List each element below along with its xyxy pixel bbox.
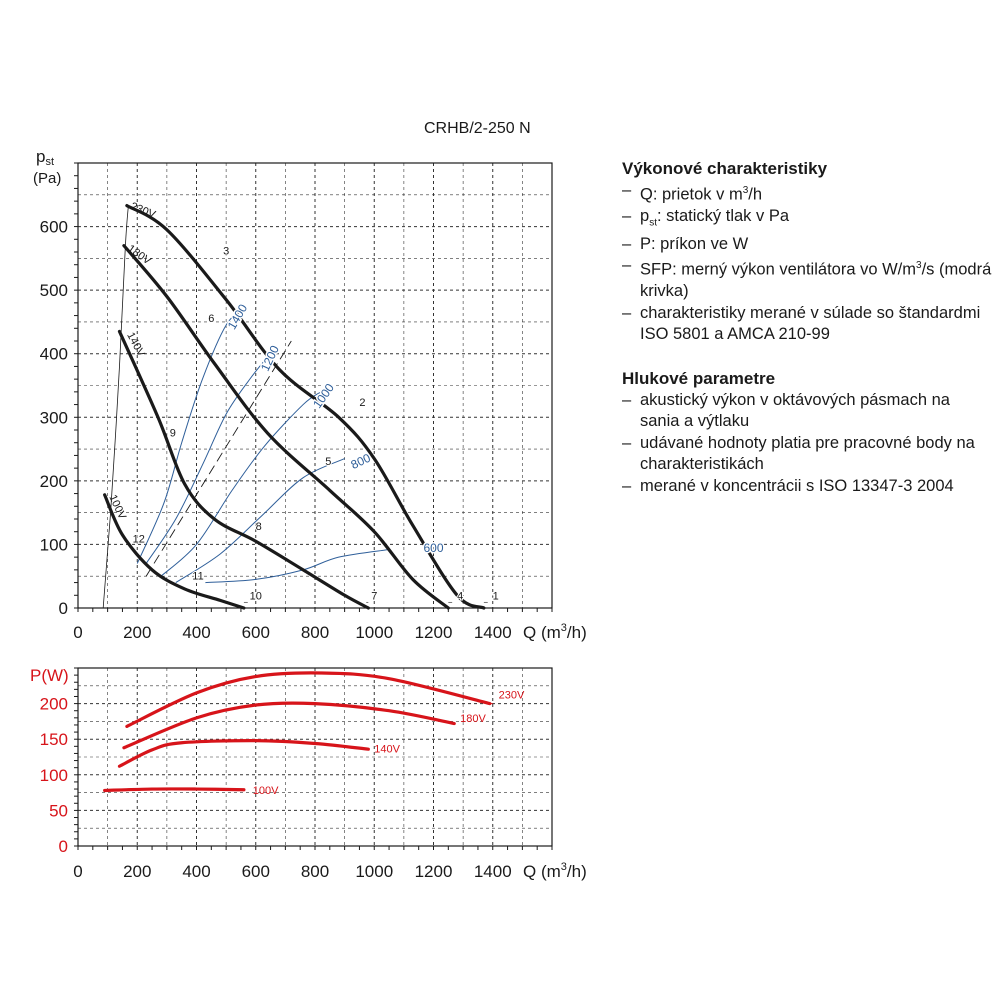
y-tick-label: 200 [40, 695, 68, 714]
operating-point-label: 4 [457, 591, 463, 603]
y-tick-label: 0 [59, 599, 68, 618]
sfp-curve-1400 [136, 308, 245, 564]
fan-curve-label: 140V [124, 330, 147, 359]
performance-item: charakteristiky merané v súlade so štan­… [622, 303, 992, 346]
noise-item: akustický výkon v oktávových pásmach na … [622, 390, 992, 433]
performance-item: pst: statický tlak v Pa [622, 206, 992, 234]
sfp-curve-1000 [160, 391, 322, 577]
sfp-label: 600 [423, 541, 443, 555]
x-tick-label: 400 [182, 862, 210, 881]
info-panel: Výkonové charakteristiky Q: prietok v m3… [622, 158, 992, 519]
y-tick-label: 150 [40, 730, 68, 749]
performance-heading: Výkonové charakteristiky [622, 159, 828, 178]
y-axis-unit: (Pa) [33, 170, 61, 187]
operating-point-label: 2 [359, 397, 365, 409]
y-axis-label: P(W) [30, 666, 69, 685]
power-curve-label: 140V [374, 744, 400, 756]
x-tick-label: 1200 [415, 862, 453, 881]
noise-heading: Hlukové parametre [622, 368, 776, 388]
power-curve-140V [117, 739, 370, 768]
x-tick-label: 200 [123, 862, 151, 881]
y-tick-label: 300 [40, 408, 68, 427]
y-tick-label: 100 [40, 766, 68, 785]
operating-point-label: 12 [133, 534, 145, 546]
x-tick-label: 400 [182, 623, 210, 642]
x-tick-label: 1400 [474, 862, 512, 881]
performance-list: Q: prietok v m3/h pst: statický tlak v P… [622, 180, 992, 346]
performance-item: Q: prietok v m3/h [622, 180, 992, 206]
y-tick-label: 100 [40, 535, 68, 554]
y-tick-label: 200 [40, 472, 68, 491]
pressure-plot [74, 162, 553, 612]
noise-list: akustický výkon v oktávových pásmach na … [622, 390, 992, 498]
noise-item: udávané hodnoty platia pre pracovné body… [622, 433, 992, 476]
operating-point-label: 9 [170, 427, 176, 439]
x-tick-label: 1400 [474, 623, 512, 642]
y-tick-label: 500 [40, 281, 68, 300]
x-tick-label: 0 [73, 623, 82, 642]
operating-point-label: 8 [256, 521, 262, 533]
fan-curve-230V [125, 203, 486, 610]
chart-title: CRHB/2-250 N [424, 120, 531, 137]
operating-point-label: 5 [325, 456, 331, 468]
operating-point-label: 1 [493, 591, 499, 603]
operating-point-label: 10 [250, 591, 262, 603]
x-tick-label: 800 [301, 623, 329, 642]
sfp-curve-1200 [145, 356, 268, 564]
power-curve-label: 100V [253, 785, 279, 797]
x-axis-label: Q (m3/h) [523, 622, 587, 642]
power-curve-label: 230V [499, 690, 525, 702]
fan-curve-140V [117, 329, 370, 610]
x-axis-label: Q (m3/h) [523, 861, 587, 881]
operating-point-label: 7 [371, 591, 377, 603]
fan-curve-label: 230V [129, 200, 158, 221]
performance-item: SFP: merný výkon ventilátora vo W/m3/s (… [622, 255, 992, 303]
power-curve-label: 180V [460, 713, 486, 725]
noise-item: merané v koncentrácii s ISO 13347-3 2004 [622, 476, 992, 498]
x-tick-label: 200 [123, 623, 151, 642]
x-tick-label: 0 [73, 862, 82, 881]
y-axis-label: pst [36, 147, 54, 168]
operating-point-label: 6 [208, 313, 214, 325]
x-tick-label: 800 [301, 862, 329, 881]
x-tick-label: 1000 [355, 862, 393, 881]
y-tick-label: 400 [40, 345, 68, 364]
operating-point-label: 3 [223, 246, 229, 258]
x-tick-label: 1000 [355, 623, 393, 642]
y-tick-label: 50 [49, 801, 68, 820]
power-plot [74, 667, 553, 850]
system-curve-dashed [145, 340, 292, 577]
x-tick-label: 600 [242, 862, 270, 881]
power-curve-230V [125, 671, 492, 728]
fan-curve-180V [122, 244, 450, 610]
y-tick-label: 600 [40, 218, 68, 237]
x-tick-label: 600 [242, 623, 270, 642]
operating-point-label: 11 [192, 570, 203, 582]
x-tick-label: 1200 [415, 623, 453, 642]
sfp-curve-800 [175, 458, 345, 583]
power-curve-100V [103, 787, 246, 793]
y-tick-label: 0 [59, 837, 68, 856]
fan-curve-100V [103, 493, 246, 610]
power-curve-180V [122, 701, 456, 750]
system-envelope-line [102, 205, 129, 609]
performance-item: P: príkon ve W [622, 234, 992, 256]
